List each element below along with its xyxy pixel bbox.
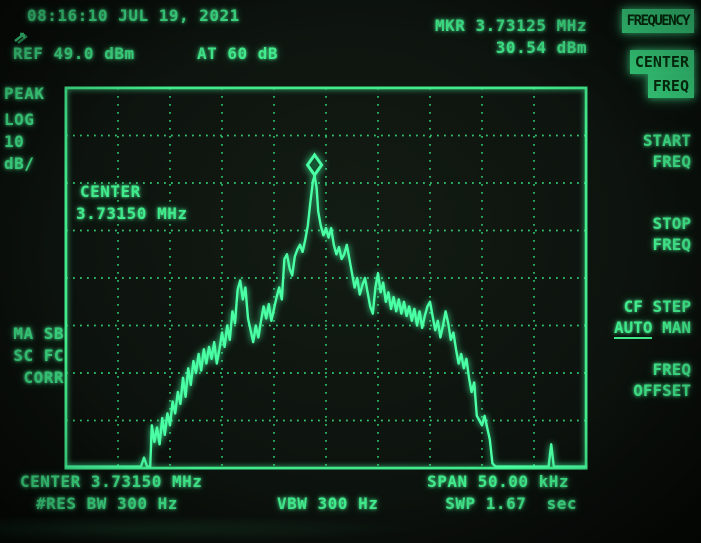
softkey-start-freq[interactable]: START FREQ [642, 131, 691, 171]
softkey-menu-title: FREQUENCY [621, 9, 694, 33]
marker-ampl-readout: 30.54 dBm [495, 38, 587, 57]
corrections-icon [12, 30, 34, 50]
scale-unit-label: dB/ [4, 154, 35, 173]
crt-glow [0, 515, 420, 543]
ref-level-readout: REF 49.0 dBm [13, 44, 135, 63]
sweep-time-readout: SWP 1.67 sec [445, 494, 577, 513]
softkey-center-freq-line1: CENTER [629, 50, 694, 74]
res-bw-readout: #RES BW 300 Hz [36, 494, 178, 513]
active-function-line1: CENTER [80, 182, 141, 201]
status-flag-ma-sb: MA SB [13, 324, 64, 343]
center-freq-readout: CENTER 3.73150 MHz [20, 472, 203, 491]
scale-mode-label: LOG [4, 110, 35, 129]
scale-value-label: 10 [4, 132, 25, 151]
attenuation-readout: AT 60 dB [197, 44, 279, 63]
softkey-center-freq-line2: FREQ [647, 74, 694, 98]
cf-step-auto-option: AUTO [613, 318, 653, 339]
softkey-freq-offset[interactable]: FREQ OFFSET [633, 360, 691, 400]
marker-freq-readout: MKR 3.73125 MHz [435, 16, 587, 35]
cf-step-man-option: MAN [652, 318, 691, 337]
active-function-line2: 3.73150 MHz [76, 204, 188, 223]
softkey-cf-step[interactable]: CF STEP AUTO MAN [613, 297, 691, 339]
status-flag-sc-fc: SC FC [13, 346, 64, 365]
vbw-readout: VBW 300 Hz [277, 494, 379, 513]
spectrum-plot [64, 86, 588, 470]
softkey-stop-freq[interactable]: STOP FREQ [652, 214, 691, 254]
datetime-readout: 08:16:10 JUL 19, 2021 [27, 6, 240, 25]
status-flag-corr: CORR [23, 368, 64, 387]
softkey-center-freq[interactable]: CENTER FREQ [629, 50, 694, 98]
span-readout: SPAN 50.00 kHz [427, 472, 569, 491]
detector-mode-label: PEAK [4, 84, 45, 103]
marker-diamond-icon [305, 152, 324, 178]
